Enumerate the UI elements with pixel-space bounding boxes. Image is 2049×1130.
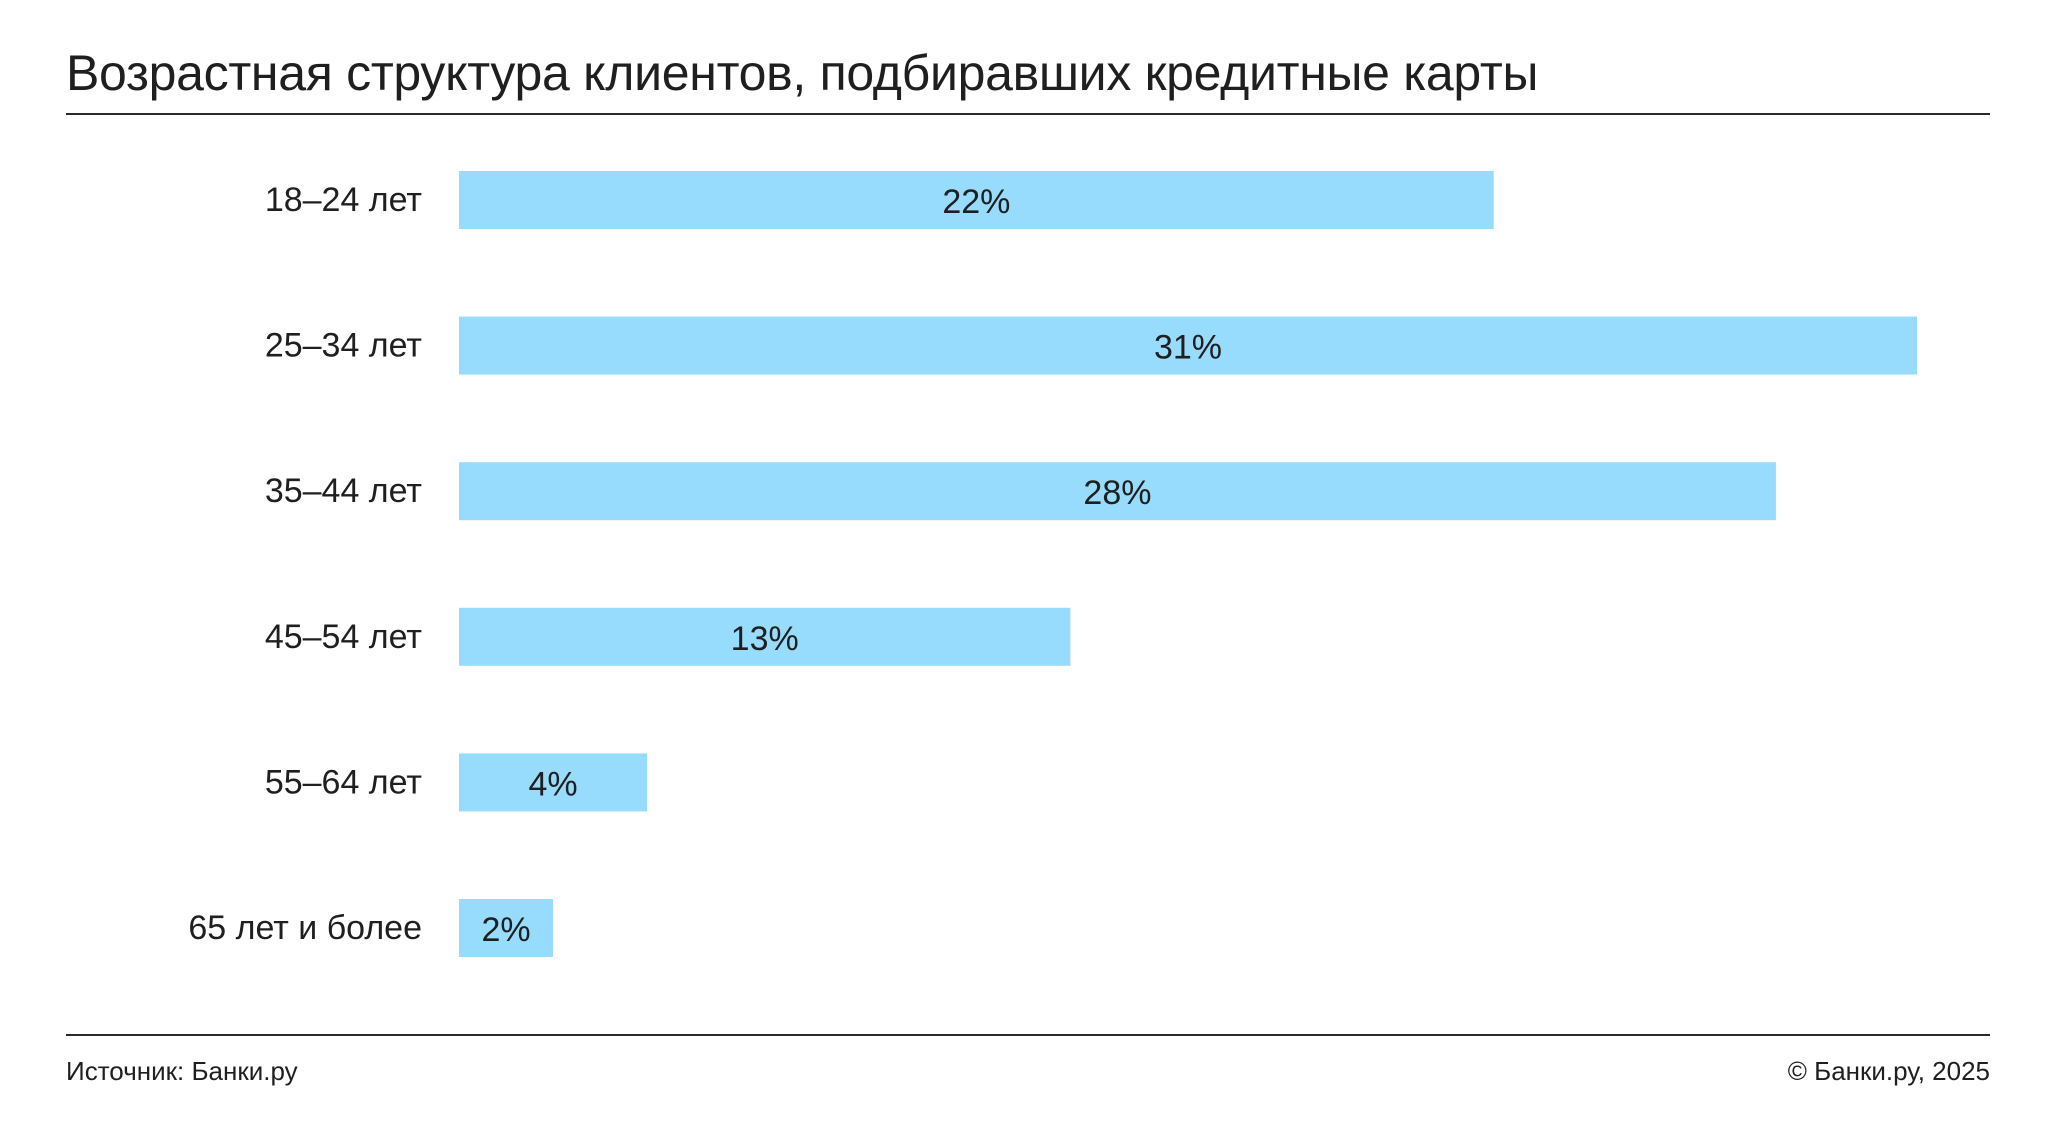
category-label: 45–54 лет (265, 618, 422, 656)
bar (459, 316, 1917, 375)
bar-group: 35–44 лет 28% (265, 462, 1776, 521)
bar-group: 25–34 лет 31% (265, 316, 1917, 375)
bar (459, 171, 1494, 229)
bar-group: 55–64 лет 4% (265, 753, 648, 812)
bar (459, 607, 1071, 666)
bar-group: 65 лет и более 2% (188, 899, 554, 957)
value-label: 28% (1083, 474, 1151, 512)
value-label: 4% (528, 765, 577, 803)
chart-title: Возрастная структура клиентов, подбиравш… (66, 45, 1539, 101)
source-note: Источник: Банки.ру (66, 1056, 298, 1086)
bar (459, 462, 1776, 521)
bar-group: 45–54 лет 13% (265, 607, 1071, 666)
category-label: 18–24 лет (265, 181, 422, 219)
category-label: 35–44 лет (265, 472, 422, 510)
category-label: 25–34 лет (265, 327, 422, 365)
value-label: 2% (481, 911, 530, 949)
category-label: 65 лет и более (188, 909, 422, 947)
copyright-note: © Банки.ру, 2025 (1787, 1056, 1990, 1086)
value-label: 22% (942, 183, 1010, 221)
category-label: 55–64 лет (265, 763, 422, 801)
bar-group: 18–24 лет 22% (265, 171, 1494, 229)
bar (459, 899, 554, 957)
value-label: 13% (731, 620, 799, 658)
footer-divider (66, 1034, 1990, 1036)
title-divider (66, 113, 1990, 115)
bar (459, 753, 648, 812)
value-label: 31% (1154, 329, 1222, 367)
